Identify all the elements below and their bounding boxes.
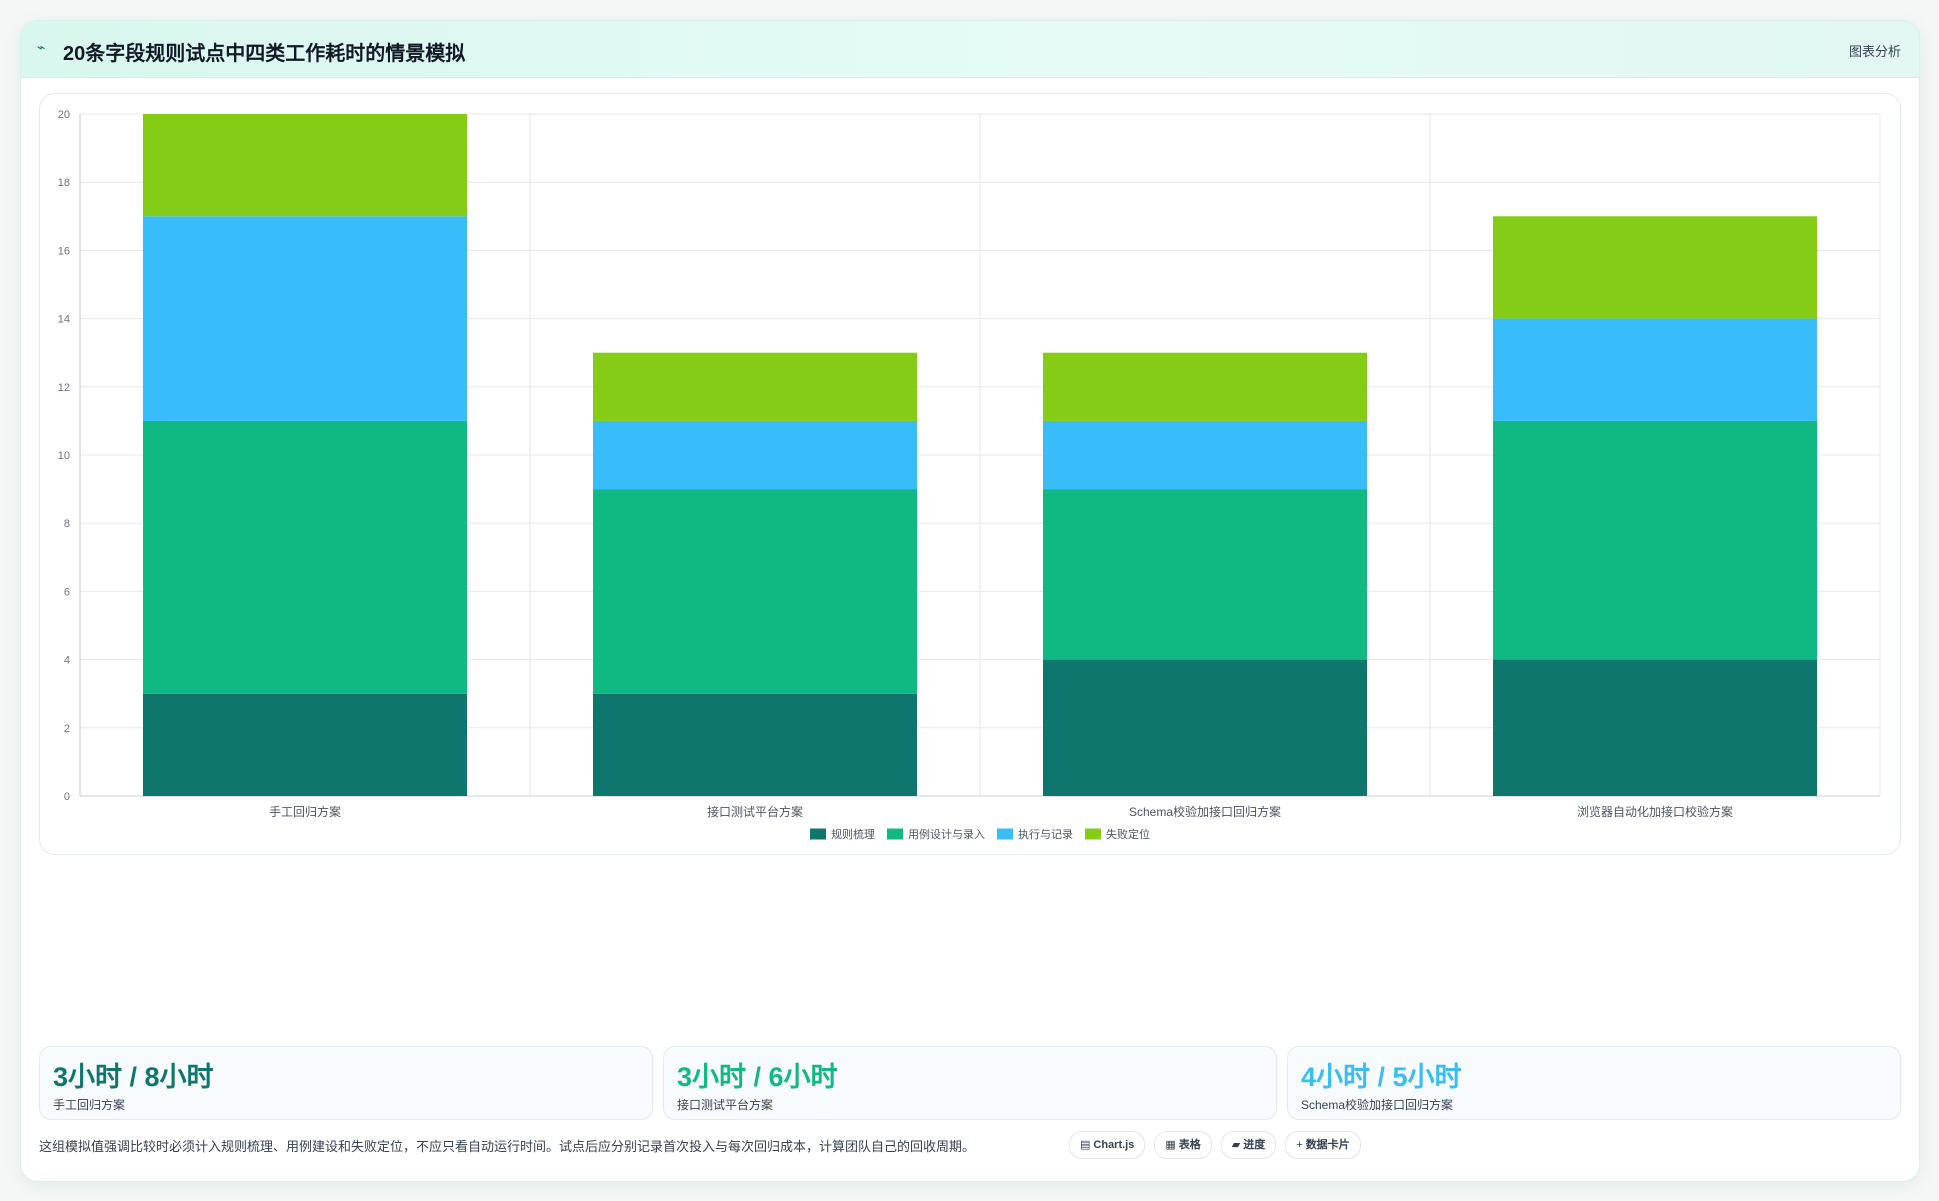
legend-swatch — [1085, 828, 1101, 840]
stat-card-api-platform: 3小时 / 6小时 接口测试平台方案 — [663, 1046, 1277, 1120]
bar-segment — [1043, 489, 1367, 660]
y-tick-label: 10 — [58, 450, 70, 462]
stacked-bar-chart: 0 2 4 6 8 10 12 14 16 18 20 手工回归方案 接口测试平台方案 Schema校验加… — [58, 109, 1881, 841]
bar-segment — [1043, 352, 1367, 421]
legend-swatch — [810, 828, 826, 840]
bar-segment — [1493, 659, 1817, 796]
bar-segment — [1043, 659, 1367, 796]
chip-progress[interactable]: ▰ 进度 — [1220, 1131, 1277, 1159]
stat-label: 手工回归方案 — [53, 1098, 126, 1112]
stat-value: 3小时 / 6小时 — [677, 1062, 838, 1092]
chip-label: 表格 — [1178, 1139, 1201, 1151]
y-tick-label: 2 — [64, 723, 70, 735]
y-tick-label: 14 — [58, 314, 70, 326]
legend-swatch — [887, 828, 903, 840]
chip-table[interactable]: ▦ 表格 — [1154, 1131, 1212, 1159]
y-tick-label: 8 — [64, 518, 70, 530]
bar-segment — [1493, 216, 1817, 319]
y-tick-label: 16 — [58, 245, 70, 257]
chip-label: 数据卡片 — [1305, 1139, 1350, 1151]
bar-segment — [143, 420, 467, 694]
bar-segment — [593, 693, 917, 796]
bar-segment — [593, 420, 917, 490]
table-icon: ▦ — [1165, 1139, 1176, 1151]
stat-label: Schema校验加接口回归方案 — [1301, 1098, 1454, 1112]
y-tick-label: 18 — [58, 177, 70, 189]
y-tick-label: 6 — [64, 586, 70, 598]
plus-icon: + — [1296, 1139, 1303, 1151]
card-header: ⌁ 20条字段规则试点中四类工作耗时的情景模拟 图表分析 — [21, 21, 1919, 78]
y-tick-label: 12 — [58, 382, 70, 394]
stat-card-manual: 3小时 / 8小时 手工回归方案 — [39, 1046, 653, 1120]
card-title: 20条字段规则试点中四类工作耗时的情景模拟 — [63, 43, 466, 65]
bar-segment — [1493, 420, 1817, 660]
chart-panel: 0 2 4 6 8 10 12 14 16 18 20 手工回归方案 接口测试平台方案 Schema校验加… — [39, 93, 1901, 855]
chart-card: ⌁ 20条字段规则试点中四类工作耗时的情景模拟 图表分析 0 2 4 6 8 10 12 14… — [20, 20, 1920, 1182]
bar-segment — [593, 489, 917, 694]
stat-value: 3小时 / 8小时 — [53, 1062, 214, 1092]
bar-segment — [1493, 318, 1817, 421]
stat-card-schema: 4小时 / 5小时 Schema校验加接口回归方案 — [1287, 1046, 1901, 1120]
bar-segment — [143, 114, 467, 217]
x-tick-label: 接口测试平台方案 — [707, 804, 803, 819]
bar-segment — [1043, 420, 1367, 490]
y-tick-label: 4 — [64, 655, 70, 667]
x-tick-label: 手工回归方案 — [269, 804, 341, 819]
bar-segment — [143, 693, 467, 796]
stat-label: 接口测试平台方案 — [677, 1098, 774, 1112]
legend-label: 用例设计与录入 — [908, 827, 985, 841]
y-tick-label: 20 — [58, 109, 70, 121]
legend-swatch — [997, 828, 1013, 840]
sparkline-icon: ⌁ — [37, 39, 46, 55]
x-tick-label: 浏览器自动化加接口校验方案 — [1577, 804, 1733, 819]
legend-label: 执行与记录 — [1018, 827, 1073, 841]
chart-icon: ▤ — [1080, 1139, 1091, 1151]
y-tick-label: 0 — [64, 791, 70, 803]
chart-analysis-badge[interactable]: 图表分析 — [1848, 44, 1901, 59]
legend-label: 规则梳理 — [831, 827, 875, 841]
footnote: 这组模拟值强调比较时必须计入规则梳理、用例建设和失败定位，不应只看自动运行时间。… — [39, 1139, 976, 1154]
bar-segment — [593, 352, 917, 421]
bar-segment — [143, 216, 467, 421]
chip-chartjs[interactable]: ▤ Chart.js — [1069, 1131, 1146, 1159]
chip-label: Chart.js — [1093, 1139, 1135, 1151]
stat-value: 4小时 / 5小时 — [1301, 1062, 1462, 1092]
x-tick-label: Schema校验加接口回归方案 — [1129, 804, 1281, 819]
chip-label: 进度 — [1243, 1139, 1266, 1151]
progress-icon: ▰ — [1231, 1139, 1241, 1151]
view-chips: ▤ Chart.js ▦ 表格 ▰ 进度 + 数据卡片 — [1069, 1131, 1361, 1159]
chip-data-card[interactable]: + 数据卡片 — [1285, 1131, 1361, 1159]
legend-label: 失败定位 — [1106, 827, 1150, 841]
